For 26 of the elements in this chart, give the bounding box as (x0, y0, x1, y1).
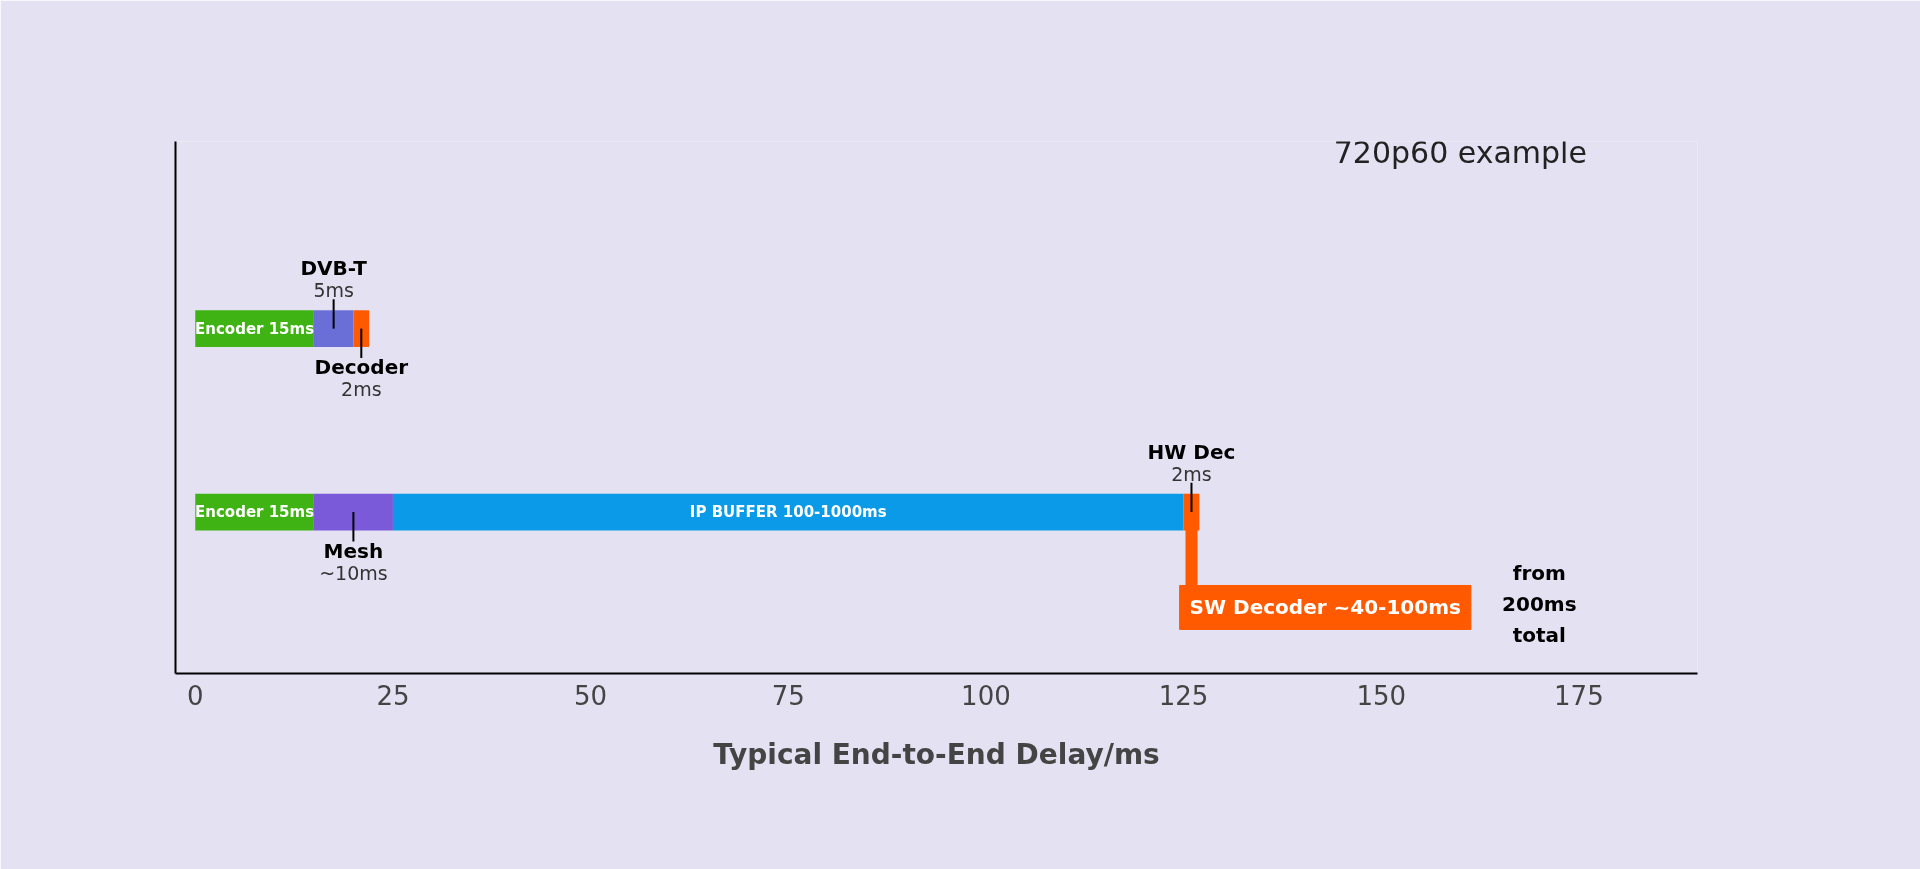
annotation: SW Decoder ~40-100ms (1189, 595, 1461, 620)
x-tick-label: 125 (1158, 680, 1209, 711)
bar (353, 310, 370, 347)
text: Encoder 15ms (195, 503, 315, 522)
annotation: from 200ms total (1502, 560, 1577, 647)
bar (392, 493, 1184, 531)
x-tick-label: 150 (1356, 680, 1407, 711)
text: HW Dec (1147, 439, 1236, 464)
x-tick-label: 175 (1554, 680, 1604, 711)
x-tick-label: 25 (376, 680, 410, 711)
text: IP BUFFER 100-1000ms (689, 503, 887, 522)
x-axis-title: Typical End-to-End Delay/ms (713, 737, 1160, 771)
text: Encoder 15ms (195, 319, 315, 338)
data-label: 2ms (341, 378, 382, 401)
data-label: ~10ms (319, 561, 388, 584)
bar (313, 493, 393, 531)
x-tick-label: 75 (771, 680, 805, 711)
data-label: 5ms (313, 279, 354, 302)
x-tick-label: 0 (187, 680, 204, 711)
bar (313, 310, 354, 347)
data-label: 2ms (1171, 462, 1212, 485)
series-label: Decoder (314, 355, 409, 380)
x-tick-label: 50 (574, 680, 608, 711)
series-label: Mesh (323, 538, 384, 563)
x-tick-label: 100 (961, 680, 1011, 711)
series-label: DVB-T (300, 256, 368, 281)
